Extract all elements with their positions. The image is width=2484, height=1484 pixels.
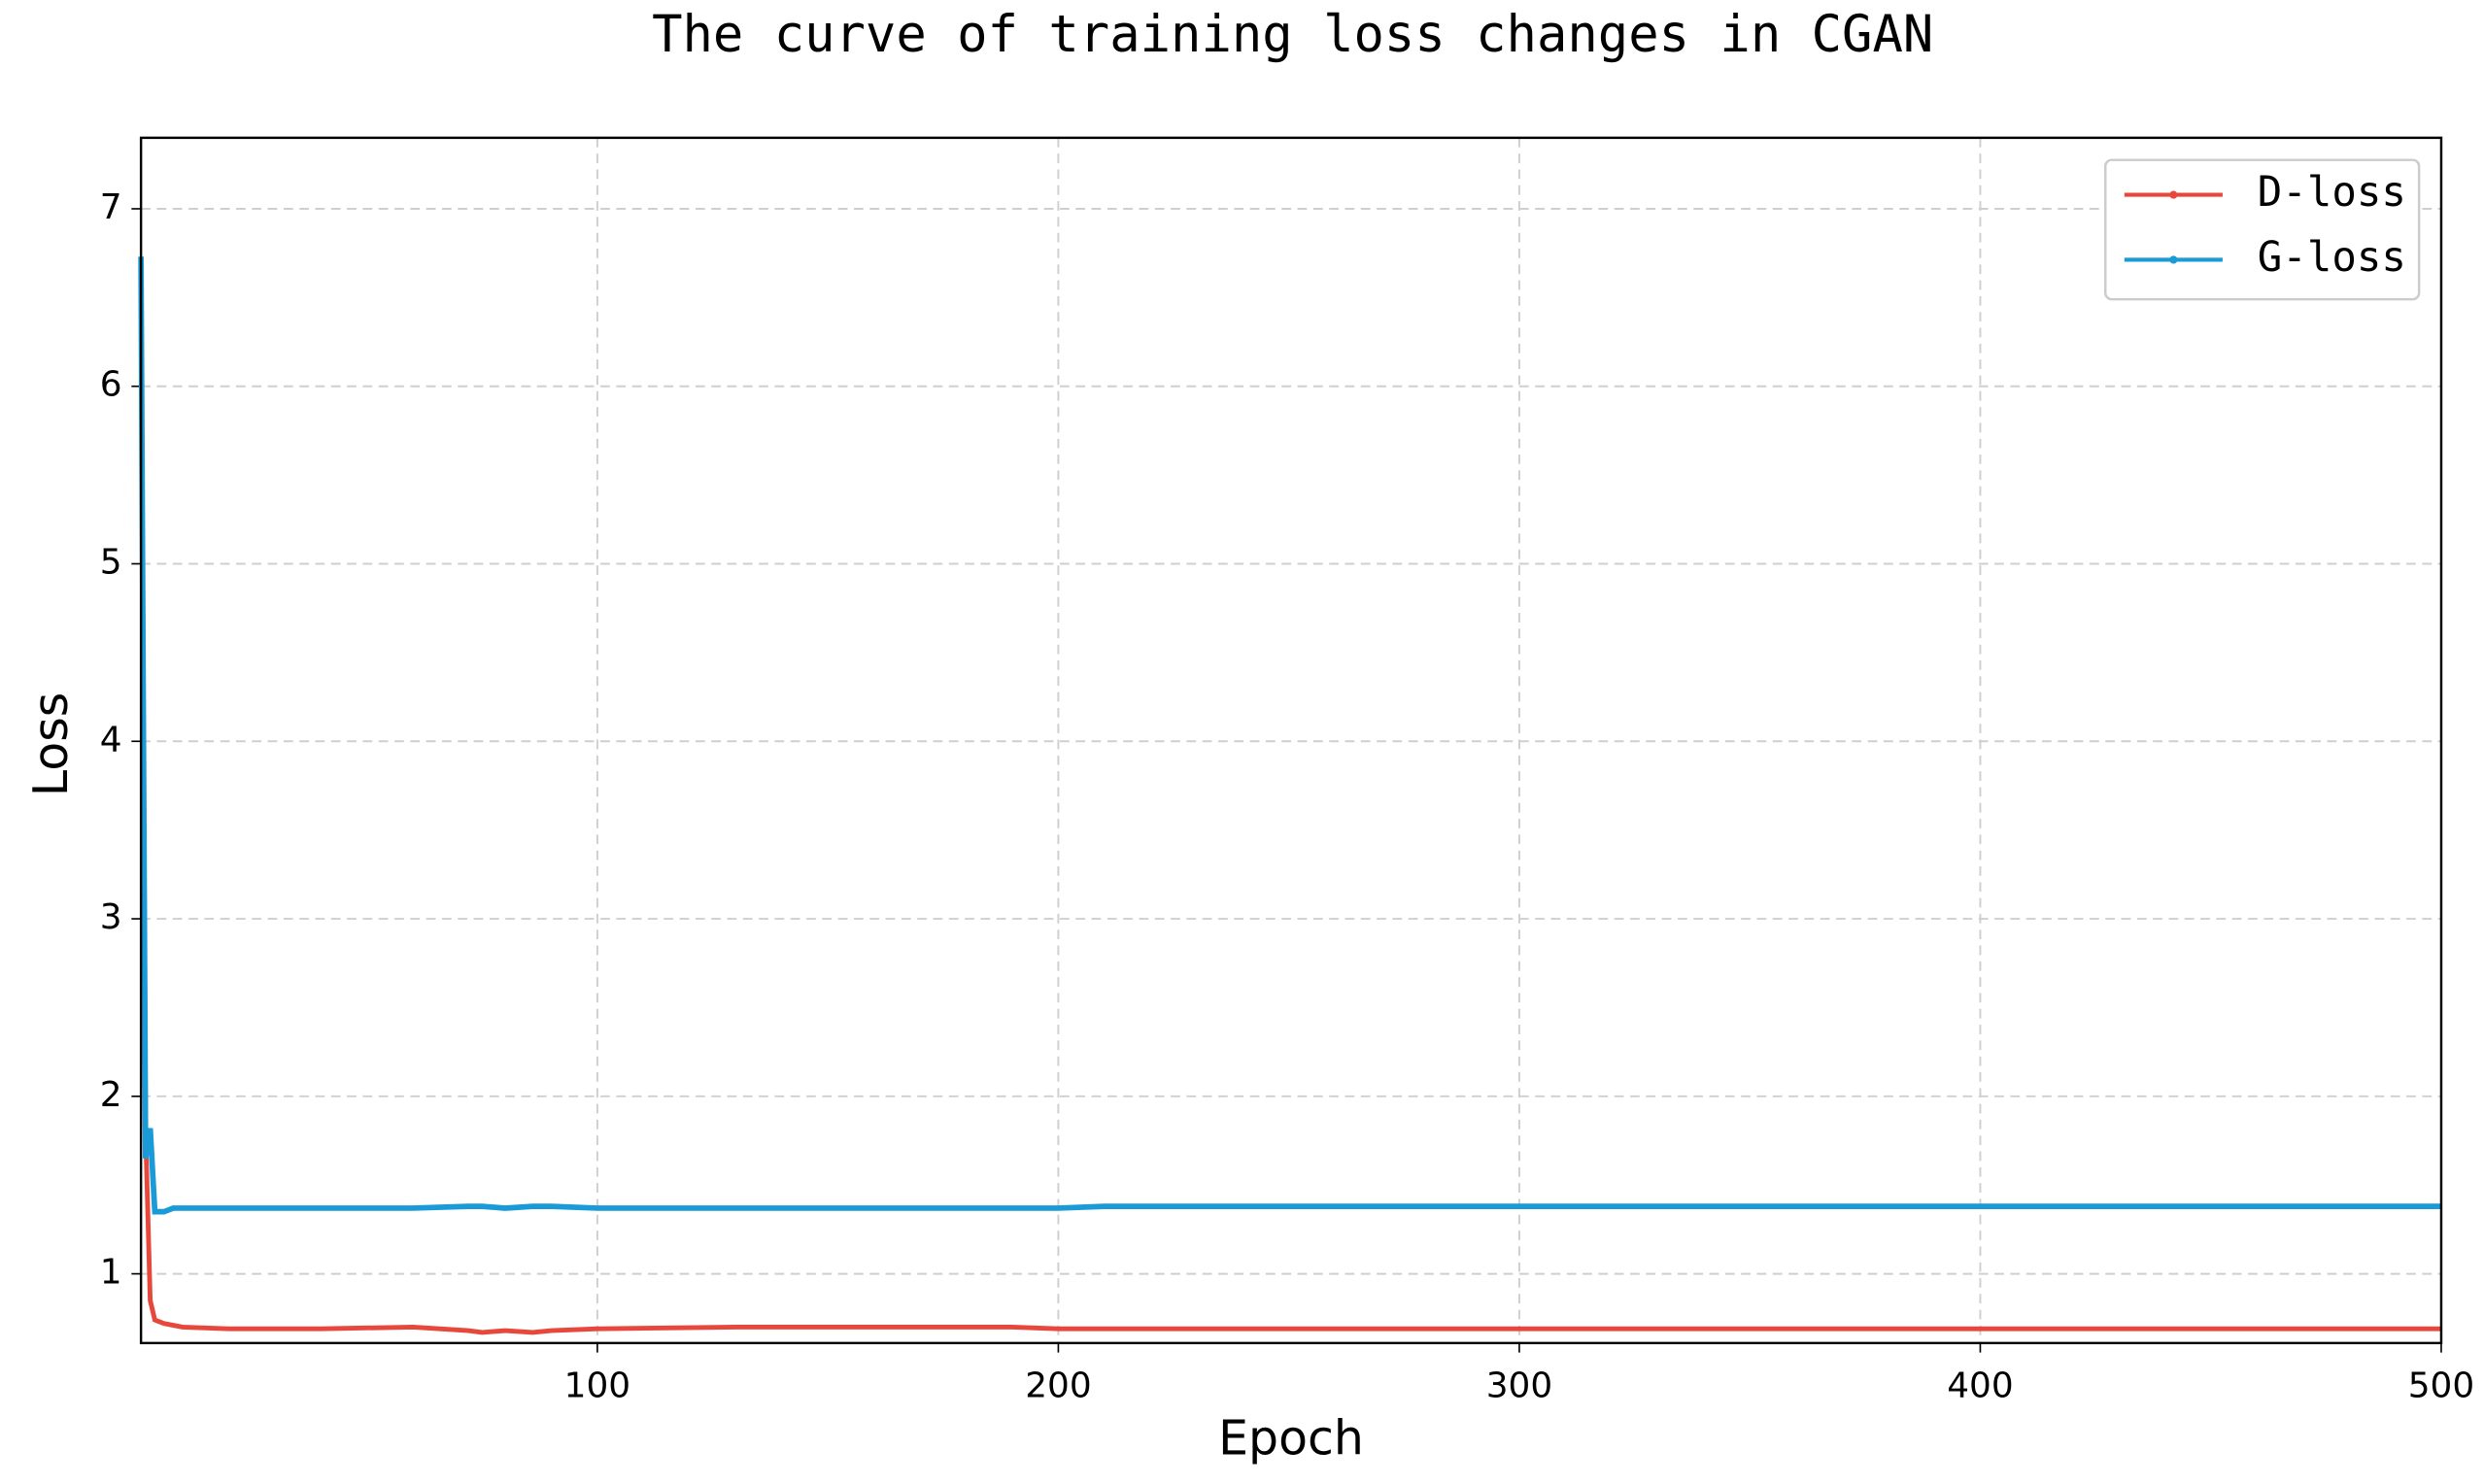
y-tick-label: 3 bbox=[100, 897, 122, 937]
y-tick-label: 7 bbox=[100, 187, 122, 227]
y-tick-label: 2 bbox=[100, 1075, 122, 1115]
x-tick-label: 400 bbox=[1947, 1366, 2013, 1406]
x-tick-label: 500 bbox=[2408, 1366, 2474, 1406]
x-tick-label: 100 bbox=[564, 1366, 630, 1406]
y-tick-label: 4 bbox=[100, 720, 122, 759]
x-tick-label: 300 bbox=[1486, 1366, 1552, 1406]
data-line bbox=[138, 256, 2441, 1335]
legend-marker bbox=[2169, 190, 2178, 199]
data-line bbox=[138, 256, 2441, 1215]
legend-marker bbox=[2169, 255, 2178, 264]
legend-label: G-loss bbox=[2258, 233, 2406, 281]
chart-title: The curve of training loss changes in CG… bbox=[652, 6, 1933, 64]
x-axis-label: Epoch bbox=[1218, 1410, 1364, 1466]
y-axis-label: Loss bbox=[23, 692, 79, 796]
plot-frame bbox=[139, 136, 2443, 1345]
y-tick-label: 6 bbox=[100, 365, 122, 405]
y-tick-label: 1 bbox=[100, 1253, 122, 1293]
legend-label: D-loss bbox=[2258, 168, 2406, 216]
x-tick-label: 200 bbox=[1025, 1366, 1091, 1406]
y-tick-label: 5 bbox=[100, 543, 122, 583]
